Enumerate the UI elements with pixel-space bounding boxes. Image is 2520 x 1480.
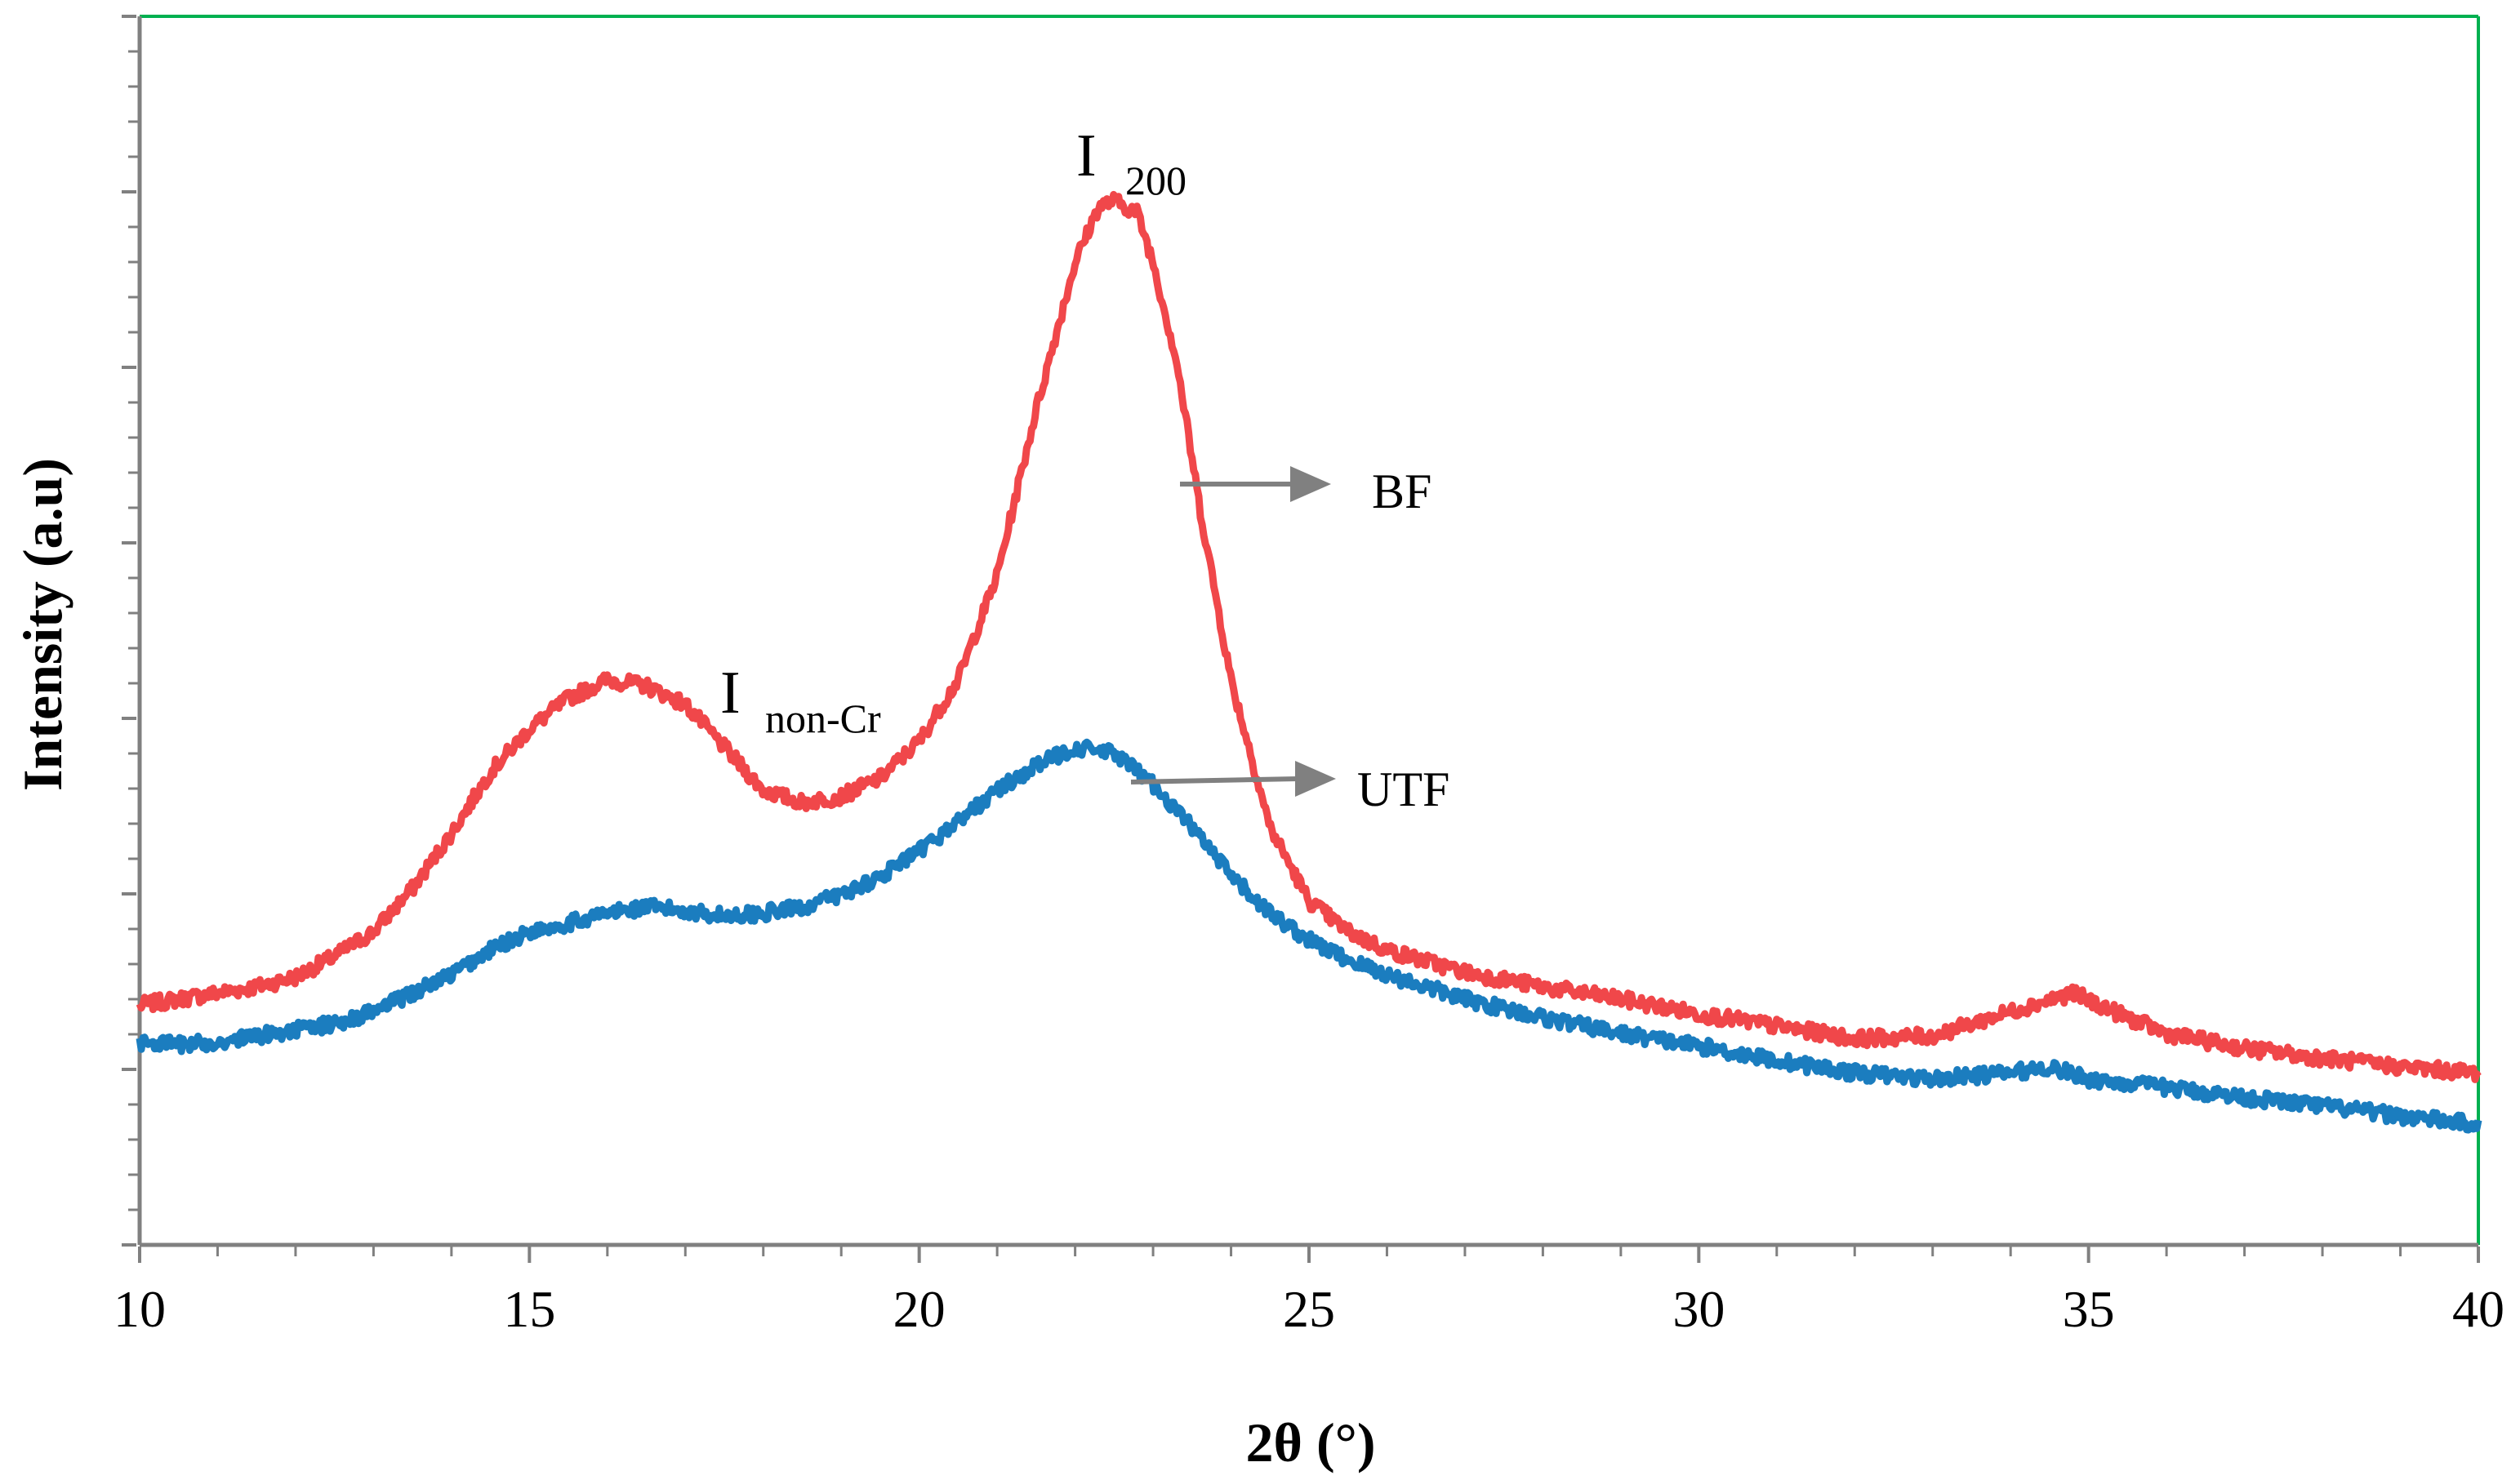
x-axis-title: 2θ (°) [1246,1411,1376,1473]
x-tick-label: 25 [1283,1280,1335,1338]
x-tick-label: 20 [893,1280,946,1338]
series-label-utf: UTF [1357,762,1449,816]
peak-label-inoncr-base: I [720,660,741,727]
bf-arrow [1180,466,1331,502]
peak-label-i200-base: I [1076,122,1097,189]
peak-label-inoncr-sub: non-Cr [765,696,881,741]
peak-label-inoncr: I non-Cr [720,660,881,741]
series-layer [136,190,2482,1134]
x-tick-label: 10 [114,1280,166,1338]
x-tick-label: 35 [2063,1280,2115,1338]
x-axis-tick-labels: 10 15 20 25 30 35 40 [114,1280,2504,1338]
series-line-bf [136,190,2482,1083]
y-axis-title: Intensity (a.u) [11,458,73,791]
x-tick-label: 40 [2452,1280,2504,1338]
series-line-utf [136,738,2482,1134]
peak-label-i200-sub: 200 [1125,158,1187,203]
x-tick-label: 30 [1672,1280,1725,1338]
peak-label-i200: I 200 [1076,122,1187,203]
x-tick-label: 15 [503,1280,555,1338]
series-label-bf: BF [1372,464,1431,518]
utf-arrow [1130,761,1336,797]
y-axis-ticks [122,15,138,1247]
x-axis-ticks [138,1247,2480,1263]
